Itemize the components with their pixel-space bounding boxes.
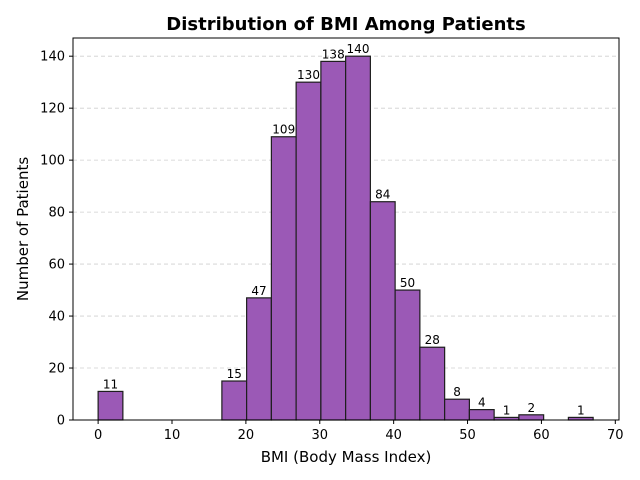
bar-value-label: 140: [347, 42, 370, 56]
histogram-bar: [518, 414, 545, 421]
x-tick-label: 40: [385, 428, 402, 443]
y-tick-label: 20: [48, 362, 65, 377]
x-tick-label: 60: [533, 428, 550, 443]
x-axis-label: BMI (Body Mass Index): [261, 448, 432, 466]
histogram-bar: [320, 60, 347, 421]
y-tick-label: 120: [40, 102, 65, 117]
bar-value-label: 84: [375, 188, 390, 202]
x-tick-label: 70: [607, 428, 624, 443]
bar-value-label: 109: [272, 123, 295, 137]
histogram-bar: [221, 380, 248, 421]
histogram-bar: [394, 289, 421, 421]
plot-frame: [72, 37, 620, 421]
bar-value-label: 15: [227, 367, 242, 381]
x-tick-label: 0: [94, 428, 102, 443]
y-tick-label: 100: [40, 154, 65, 169]
histogram-bar: [295, 81, 322, 421]
bar-value-label: 47: [251, 284, 266, 298]
bar-value-label: 50: [400, 276, 415, 290]
y-axis-ticks: 0 20 40 60 80 100 120 140: [40, 50, 73, 429]
histogram-bar: [345, 55, 371, 421]
bar-value-label: 8: [453, 385, 461, 399]
y-axis-label: Number of Patients: [14, 157, 32, 301]
histogram-bar: [468, 409, 495, 421]
bar-value-label: 1: [503, 403, 511, 417]
histogram-bar: [444, 398, 470, 421]
x-tick-label: 50: [459, 428, 476, 443]
x-tick-label: 30: [311, 428, 328, 443]
chart-title: Distribution of BMI Among Patients: [166, 14, 525, 35]
bar-value-label: 28: [425, 333, 440, 347]
bar-value-label: 138: [322, 47, 345, 61]
histogram-bar: [419, 346, 446, 421]
histogram-bars: [97, 55, 594, 421]
bar-value-label: 11: [103, 377, 118, 391]
bar-value-label: 1: [577, 403, 585, 417]
x-axis-ticks: 0 10 20 30 40 50 60 70: [94, 420, 624, 443]
bar-value-label: 130: [297, 68, 320, 82]
y-tick-label: 80: [48, 206, 65, 221]
histogram-bar: [97, 390, 124, 421]
bar-value-label: 2: [527, 401, 535, 415]
bar-value-label: 4: [478, 396, 486, 410]
y-tick-label: 140: [40, 50, 65, 65]
histogram-bar: [369, 201, 396, 421]
x-tick-label: 20: [238, 428, 255, 443]
y-tick-label: 40: [48, 310, 65, 325]
histogram-bar: [246, 297, 272, 421]
x-tick-label: 10: [164, 428, 181, 443]
histogram-bar: [270, 136, 297, 421]
y-tick-label: 60: [48, 258, 65, 273]
y-tick-label: 0: [57, 414, 65, 429]
